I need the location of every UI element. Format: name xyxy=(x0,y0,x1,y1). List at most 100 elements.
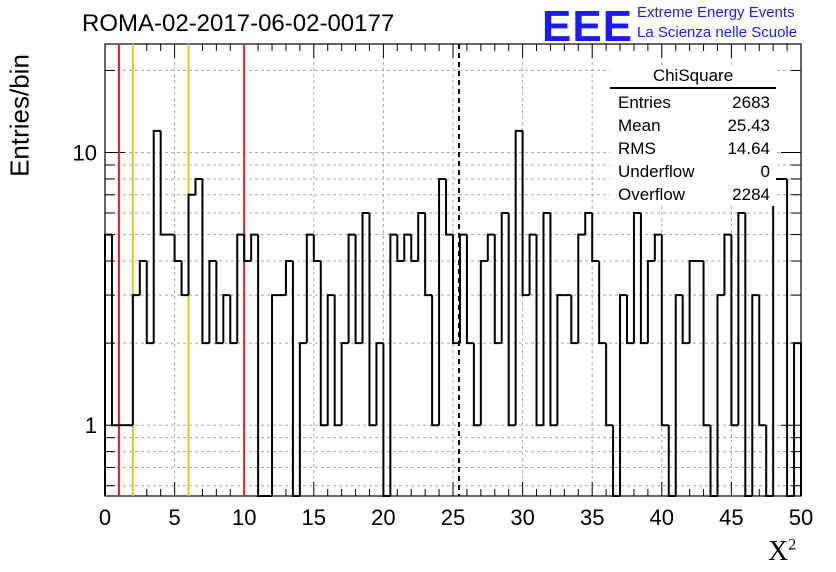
histogram-bin xyxy=(758,295,767,427)
y-tick-label: 10 xyxy=(73,141,97,166)
x-tick-label: 20 xyxy=(371,505,395,530)
histogram-bin xyxy=(424,213,433,297)
chart-title: ROMA-02-2017-06-02-00177 xyxy=(82,10,395,37)
stats-value: 14.64 xyxy=(727,139,770,158)
histogram-bin xyxy=(271,294,279,496)
histogram-bin xyxy=(646,260,655,344)
histogram-bin xyxy=(786,178,795,497)
histogram-bin xyxy=(361,212,370,344)
histogram-bin xyxy=(570,295,579,345)
y-tick-label: 1 xyxy=(85,413,97,438)
histogram-bin xyxy=(312,234,321,263)
histogram-bin xyxy=(472,343,481,427)
histogram-bin xyxy=(438,177,447,426)
histogram-bin xyxy=(598,261,607,345)
histogram-bin xyxy=(653,233,662,262)
histogram-bin xyxy=(591,213,600,263)
histogram-bin xyxy=(396,234,405,263)
logo-line-2: La Scienza nelle Scuole xyxy=(637,24,798,41)
histogram-bin xyxy=(744,213,753,497)
logo-line-1: Extreme Energy Events xyxy=(637,4,795,21)
stats-row: Overflow 2284 xyxy=(610,183,776,206)
histogram-bin xyxy=(138,260,147,296)
histogram-bin xyxy=(493,234,502,345)
histogram-bin xyxy=(577,233,586,344)
histogram-bin xyxy=(180,261,189,297)
histogram-bin xyxy=(737,212,746,426)
histogram-bin xyxy=(730,234,739,427)
histogram-bin xyxy=(535,234,544,427)
x-tick-label: 10 xyxy=(232,505,256,530)
x-tick-label: 5 xyxy=(168,505,180,530)
histogram-bin xyxy=(458,233,467,344)
histogram-bin xyxy=(549,213,558,427)
x-tick-label: 0 xyxy=(99,505,111,530)
histogram-bin xyxy=(222,294,231,344)
histogram-bin xyxy=(145,261,154,345)
histogram-bin xyxy=(236,233,245,344)
histogram-bin xyxy=(110,234,119,427)
histogram-bin xyxy=(104,233,112,496)
histogram-bin xyxy=(479,260,488,426)
x-tick-label: 45 xyxy=(719,505,743,530)
x-tick-label: 30 xyxy=(510,505,534,530)
histogram-bin xyxy=(445,178,453,236)
histogram-bin xyxy=(131,294,140,426)
x-tick-label: 15 xyxy=(302,505,326,530)
histogram-bin xyxy=(605,343,614,427)
histogram-bin xyxy=(291,261,300,497)
stats-value: 25.43 xyxy=(727,116,770,135)
histogram-bin xyxy=(639,213,648,345)
stats-box: ChiSquare Entries 2683 Mean 25.43 RMS 14.64… xyxy=(610,66,776,206)
histogram-bin xyxy=(709,425,718,497)
stats-title: ChiSquare xyxy=(610,66,776,89)
x-tick-label: 35 xyxy=(580,505,604,530)
histogram-bin xyxy=(660,234,669,427)
histogram-bin xyxy=(250,233,259,262)
y-axis-label: Entries/bin xyxy=(4,54,35,177)
histogram-bin xyxy=(723,233,732,296)
x-axis-label: X2 xyxy=(768,536,796,568)
histogram-bin xyxy=(173,234,182,263)
histogram-bin xyxy=(772,177,781,496)
histogram-bin xyxy=(500,212,509,344)
histogram-bin xyxy=(368,213,377,427)
stats-row: Underflow 0 xyxy=(610,160,776,183)
histogram-bin xyxy=(215,261,224,345)
stats-value: 2284 xyxy=(732,185,770,204)
histogram-bin xyxy=(486,233,495,262)
histogram-bin xyxy=(417,212,426,262)
histogram-bin xyxy=(626,295,634,345)
histogram-bin xyxy=(410,234,419,263)
histogram-bin xyxy=(431,295,440,427)
histogram-bin xyxy=(159,130,168,236)
histogram-bin xyxy=(716,294,725,496)
histogram-bin xyxy=(751,294,760,496)
histogram-bin xyxy=(375,342,384,426)
histogram-bin xyxy=(688,260,697,344)
histogram-bin xyxy=(584,212,593,235)
x-tick-label: 50 xyxy=(789,505,813,530)
histogram-bin xyxy=(465,234,474,345)
histogram-bin xyxy=(298,342,307,496)
x-axis-label-sup: 2 xyxy=(788,536,797,554)
stats-row: Mean 25.43 xyxy=(610,114,776,137)
histogram-bin xyxy=(681,295,690,345)
stats-label: Mean xyxy=(618,116,661,135)
stats-row: Entries 2683 xyxy=(610,91,776,114)
histogram-bin xyxy=(340,342,349,426)
histogram-bin xyxy=(319,261,328,427)
histogram-bin xyxy=(528,233,537,296)
histogram-bin xyxy=(514,129,523,426)
histogram-bin xyxy=(632,212,641,344)
histogram-bin xyxy=(674,294,683,496)
stats-value: 2683 xyxy=(732,93,770,112)
histogram-bin xyxy=(326,294,335,426)
histogram-bin xyxy=(556,294,565,426)
histogram-bin xyxy=(284,260,293,296)
histogram-bin xyxy=(305,233,314,344)
histogram-bin xyxy=(452,234,460,345)
histogram-bin xyxy=(347,233,356,344)
histogram-bin xyxy=(521,130,530,297)
